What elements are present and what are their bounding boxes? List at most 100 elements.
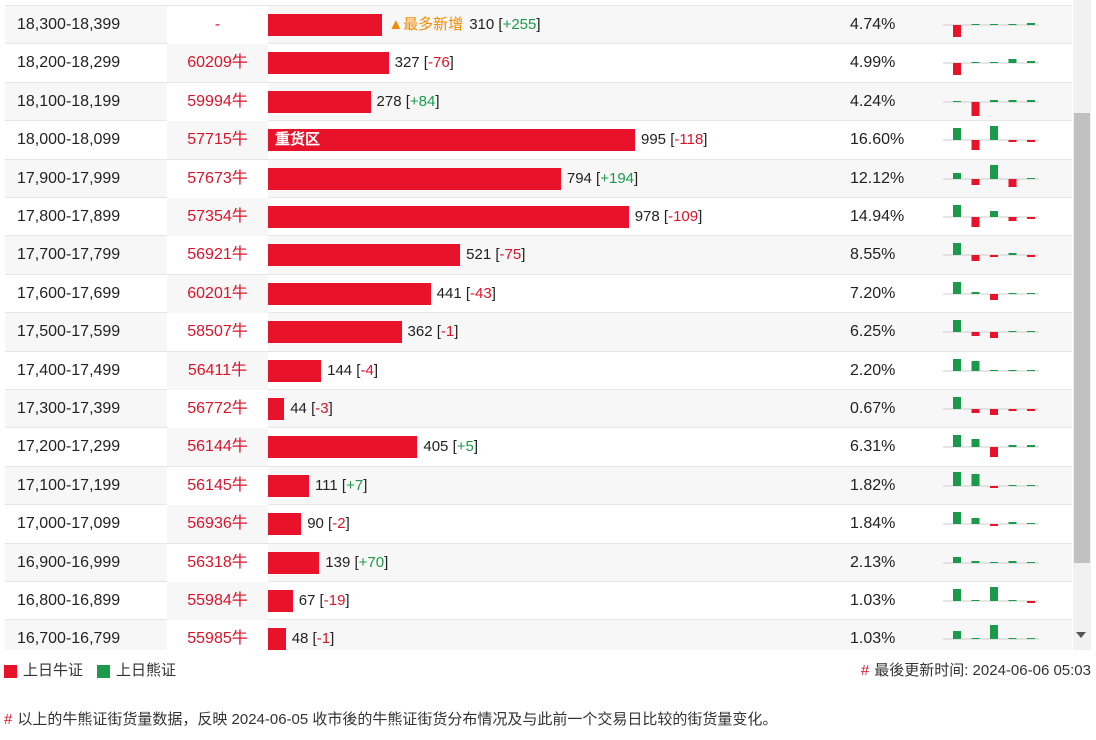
strike-range: 17,700-17,799: [17, 246, 121, 264]
table-row: 17,100-17,199 56145牛 111 [+7] 1.82%: [5, 466, 1072, 506]
sparkline-bar: [1027, 445, 1035, 448]
sparkline-bar: [953, 25, 961, 37]
change-text: -2: [332, 515, 346, 533]
sparkline-bar: [971, 140, 980, 151]
warrant-code-link[interactable]: 56921牛: [167, 236, 268, 275]
outstanding-value: 327 [-76]: [394, 54, 454, 72]
amount-text: 90: [307, 515, 324, 533]
trend-sparkline: [943, 99, 1039, 116]
outstanding-value: 405 [+5]: [423, 438, 479, 456]
sparkline-bar: [1027, 638, 1035, 640]
warrant-code-link[interactable]: 56411牛: [167, 351, 268, 390]
sparkline-bar: [1027, 601, 1035, 603]
sparkline-bar: [1027, 61, 1035, 64]
amount-text: 441: [436, 284, 462, 302]
amount-text: 794: [566, 169, 592, 187]
table-row: 17,000-17,099 56936牛 90 [-2] 1.84%: [5, 505, 1072, 544]
outstanding-value: 67 [-19]: [298, 592, 350, 609]
outstanding-bar: [268, 129, 635, 152]
outstanding-value: 978 [-109]: [634, 208, 703, 225]
sparkline-bar: [1008, 369, 1017, 371]
sparkline-bar: [1027, 140, 1035, 143]
warrant-code-link[interactable]: 56145牛: [167, 466, 268, 505]
sparkline-bar: [990, 409, 998, 415]
outstanding-value: 144 [-4]: [327, 361, 378, 379]
outstanding-bar: [268, 359, 322, 382]
table-row: 17,300-17,399 56772牛 44 [-3] 0.67%: [5, 390, 1072, 429]
percent-value: 0.67%: [850, 400, 896, 417]
table-row: 16,800-16,899 55984牛 67 [-19] 1.03%: [5, 582, 1072, 621]
warrant-code-link[interactable]: 57354牛: [167, 198, 268, 236]
trend-sparkline: [943, 320, 1039, 339]
sparkline-bar: [1008, 178, 1017, 187]
strike-range: 17,400-17,499: [17, 361, 121, 379]
sparkline-bar: [1027, 292, 1035, 294]
sparkline-bar: [1008, 484, 1017, 486]
sparkline-bar: [1008, 217, 1017, 221]
outstanding-bar-cell: 90 [-2]: [268, 505, 843, 543]
warrant-code-link[interactable]: 57673牛: [167, 159, 268, 198]
warrant-code-link[interactable]: 59994牛: [167, 82, 268, 121]
warrant-code-link[interactable]: 56318牛: [167, 543, 268, 582]
warrant-code-link[interactable]: 56936牛: [167, 505, 268, 544]
strike-range: 18,200-18,299: [17, 54, 121, 72]
change-text: -75: [499, 246, 522, 264]
strike-range: 16,800-16,899: [17, 592, 121, 609]
sparkline-bar: [990, 524, 998, 527]
amount-text: 978: [634, 208, 660, 225]
change-text: -76: [427, 54, 450, 72]
sparkline-bar: [1027, 331, 1035, 333]
outstanding-bar-cell: 67 [-19]: [268, 582, 843, 620]
outstanding-bar-cell: 44 [-3]: [268, 390, 843, 428]
outstanding-bar-cell: 327 [-76]: [268, 44, 843, 82]
warrant-code-link[interactable]: 55985牛: [167, 620, 268, 650]
table-row: 18,300-18,399- ▲最多新增 310 [+255] 4.74%: [5, 6, 1072, 45]
table-row: 17,200-17,299 56144牛 405 [+5] 6.31%: [5, 428, 1072, 467]
outstanding-bar: [268, 398, 285, 420]
change-text: -4: [360, 361, 374, 379]
sparkline-bar: [1008, 253, 1017, 256]
trend-sparkline: [943, 164, 1039, 187]
change-text: +194: [600, 169, 635, 187]
sparkline-bar: [971, 600, 980, 601]
table-row: 18,200-18,299 60209牛 327 [-76] 4.99%: [5, 44, 1072, 83]
legend-bear-label: 上日熊证: [116, 662, 177, 679]
sparkline-bar: [971, 217, 980, 227]
change-text: -43: [470, 284, 492, 302]
scrollbar-thumb[interactable]: [1074, 113, 1090, 563]
warrant-code-link[interactable]: 60209牛: [167, 44, 268, 83]
outstanding-value: 139 [+70]: [325, 553, 389, 571]
outstanding-bar-cell: 278 [+84]: [268, 83, 843, 121]
vertical-scrollbar[interactable]: [1073, 0, 1091, 650]
sparkline-bar: [971, 178, 980, 185]
warrant-code-link[interactable]: 55984牛: [167, 582, 268, 620]
outstanding-bar: [268, 436, 418, 459]
warrant-code-link[interactable]: -: [167, 6, 268, 44]
outstanding-bar: [268, 628, 286, 650]
trend-sparkline: [943, 23, 1039, 37]
sparkline-bar: [1008, 59, 1017, 64]
table-row: 17,400-17,499 56411牛 144 [-4] 2.20%: [5, 351, 1072, 390]
sparkline-bar: [971, 101, 980, 116]
outstanding-bar: [268, 551, 320, 574]
trend-sparkline: [943, 358, 1039, 372]
scroll-down-arrow-icon[interactable]: [1076, 632, 1086, 638]
outstanding-value: 362 [-1]: [407, 323, 459, 341]
sparkline-bar: [1027, 177, 1035, 179]
warrant-code-link[interactable]: 58507牛: [167, 313, 268, 352]
percent-value: 7.20%: [850, 284, 896, 302]
amount-text: 67: [298, 592, 316, 609]
warrant-code-link[interactable]: 57715牛: [167, 121, 268, 160]
percent-value: 6.25%: [850, 323, 896, 341]
warrant-code-link[interactable]: 56144牛: [167, 428, 268, 467]
strike-range: 17,900-17,999: [17, 169, 121, 187]
warrant-code-link[interactable]: 60201牛: [167, 274, 268, 313]
outstanding-bar: [268, 513, 302, 536]
sparkline-bar: [990, 447, 998, 458]
warrant-code-link[interactable]: 56772牛: [167, 390, 268, 428]
outstanding-value: 111 [+7]: [314, 476, 368, 494]
percent-value: 16.60%: [850, 131, 905, 149]
table-row: 16,700-16,799 55985牛 48 [-1] 1.03%: [5, 620, 1072, 650]
sparkline-bar: [990, 164, 998, 179]
outstanding-value: 48 [-1]: [291, 630, 335, 648]
